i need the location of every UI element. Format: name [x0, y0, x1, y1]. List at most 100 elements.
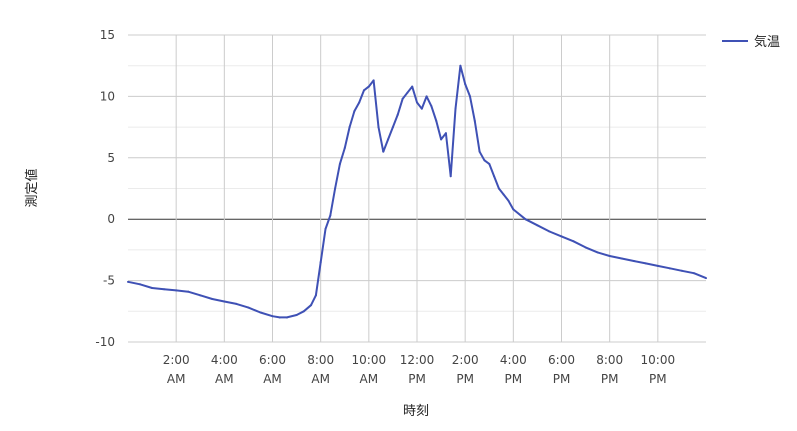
data-point[interactable] — [548, 230, 551, 233]
data-point[interactable] — [372, 79, 375, 82]
x-tick-label: 4:00 PM — [500, 353, 527, 386]
data-point[interactable] — [668, 267, 671, 270]
y-tick-label: 5 — [107, 151, 115, 165]
series-layer — [127, 64, 707, 319]
data-point[interactable] — [353, 110, 356, 113]
data-point[interactable] — [163, 288, 166, 291]
data-point[interactable] — [295, 313, 298, 316]
y-tick-label: -10 — [95, 335, 115, 349]
data-point[interactable] — [705, 277, 707, 280]
data-point[interactable] — [507, 199, 510, 202]
x-tick-label: 4:00 AM — [211, 353, 238, 386]
data-point[interactable] — [416, 101, 418, 104]
data-point[interactable] — [483, 159, 486, 162]
data-point[interactable] — [314, 294, 317, 297]
data-point[interactable] — [223, 300, 226, 303]
data-point[interactable] — [187, 290, 190, 293]
x-tick-label: 6:00 AM — [259, 353, 286, 386]
y-tick-label: 0 — [107, 212, 115, 226]
data-point[interactable] — [271, 315, 274, 318]
data-point[interactable] — [632, 259, 635, 262]
data-point[interactable] — [324, 228, 327, 231]
data-point[interactable] — [343, 146, 346, 149]
data-point[interactable] — [497, 187, 500, 190]
data-point[interactable] — [401, 97, 404, 100]
data-point[interactable] — [151, 286, 154, 289]
x-tick-label: 8:00 PM — [596, 353, 623, 386]
data-point[interactable] — [524, 218, 527, 221]
data-point[interactable] — [512, 208, 515, 211]
tick-labels: 15 10 5 0 -5 -10 2:00 AM 4:00 AM 6:00 AM 8:00 AM 10:00… — [95, 28, 675, 386]
data-point[interactable] — [692, 272, 695, 275]
data-point[interactable] — [411, 85, 414, 88]
data-point[interactable] — [358, 101, 361, 104]
data-point[interactable] — [440, 138, 443, 141]
data-point[interactable] — [488, 162, 491, 165]
data-point[interactable] — [608, 255, 611, 258]
x-tick-label: 6:00 PM — [548, 353, 575, 386]
data-point[interactable] — [572, 240, 575, 243]
data-point[interactable] — [493, 175, 496, 178]
data-point[interactable] — [348, 126, 351, 129]
data-point[interactable] — [584, 246, 587, 249]
data-point[interactable] — [560, 235, 563, 238]
x-tick-label: 2:00 PM — [452, 353, 479, 386]
data-point[interactable] — [430, 105, 433, 108]
legend[interactable]: 気温 — [722, 34, 780, 50]
data-point[interactable] — [211, 298, 214, 301]
data-point[interactable] — [396, 113, 399, 116]
data-point[interactable] — [127, 280, 129, 283]
data-point[interactable] — [464, 83, 467, 86]
data-point[interactable] — [420, 107, 423, 110]
data-point[interactable] — [454, 107, 457, 110]
data-point[interactable] — [175, 289, 178, 292]
data-point[interactable] — [363, 89, 366, 92]
series-line[interactable] — [127, 64, 707, 319]
data-point[interactable] — [310, 304, 313, 307]
data-point[interactable] — [468, 95, 471, 98]
data-point[interactable] — [367, 85, 370, 88]
data-point[interactable] — [387, 138, 390, 141]
data-point[interactable] — [473, 119, 476, 122]
data-point[interactable] — [620, 257, 623, 260]
legend-label: 気温 — [754, 34, 780, 50]
data-point[interactable] — [338, 162, 341, 165]
x-tick-label: 10:00 PM — [641, 353, 676, 386]
data-point[interactable] — [656, 264, 659, 267]
data-point[interactable] — [259, 311, 262, 314]
data-point[interactable] — [391, 126, 394, 129]
data-point[interactable] — [406, 91, 409, 94]
y-axis-title: 測定値 — [24, 168, 40, 207]
data-point[interactable] — [596, 251, 599, 254]
data-point[interactable] — [319, 261, 322, 264]
data-point[interactable] — [444, 132, 447, 135]
data-point[interactable] — [449, 175, 452, 178]
data-point[interactable] — [278, 316, 281, 319]
data-point[interactable] — [302, 310, 305, 313]
x-tick-label: 8:00 AM — [307, 353, 334, 386]
y-tick-label: -5 — [103, 274, 115, 288]
y-tick-label: 15 — [100, 28, 115, 42]
grid — [128, 34, 706, 343]
data-point[interactable] — [459, 64, 462, 67]
data-point[interactable] — [377, 126, 380, 129]
data-point[interactable] — [536, 224, 539, 227]
data-point[interactable] — [285, 316, 288, 319]
x-tick-label: 2:00 AM — [163, 353, 190, 386]
data-point[interactable] — [139, 283, 142, 286]
data-point[interactable] — [680, 269, 683, 272]
data-point[interactable] — [334, 187, 337, 190]
data-point[interactable] — [199, 294, 202, 297]
data-point[interactable] — [644, 262, 647, 265]
data-point[interactable] — [235, 302, 238, 305]
data-point[interactable] — [382, 150, 385, 153]
data-point[interactable] — [478, 150, 481, 153]
data-point[interactable] — [502, 193, 505, 196]
data-point[interactable] — [329, 214, 332, 217]
x-axis-title: 時刻 — [403, 404, 429, 419]
data-point[interactable] — [425, 95, 428, 98]
data-point[interactable] — [247, 306, 250, 309]
data-point[interactable] — [435, 119, 438, 122]
